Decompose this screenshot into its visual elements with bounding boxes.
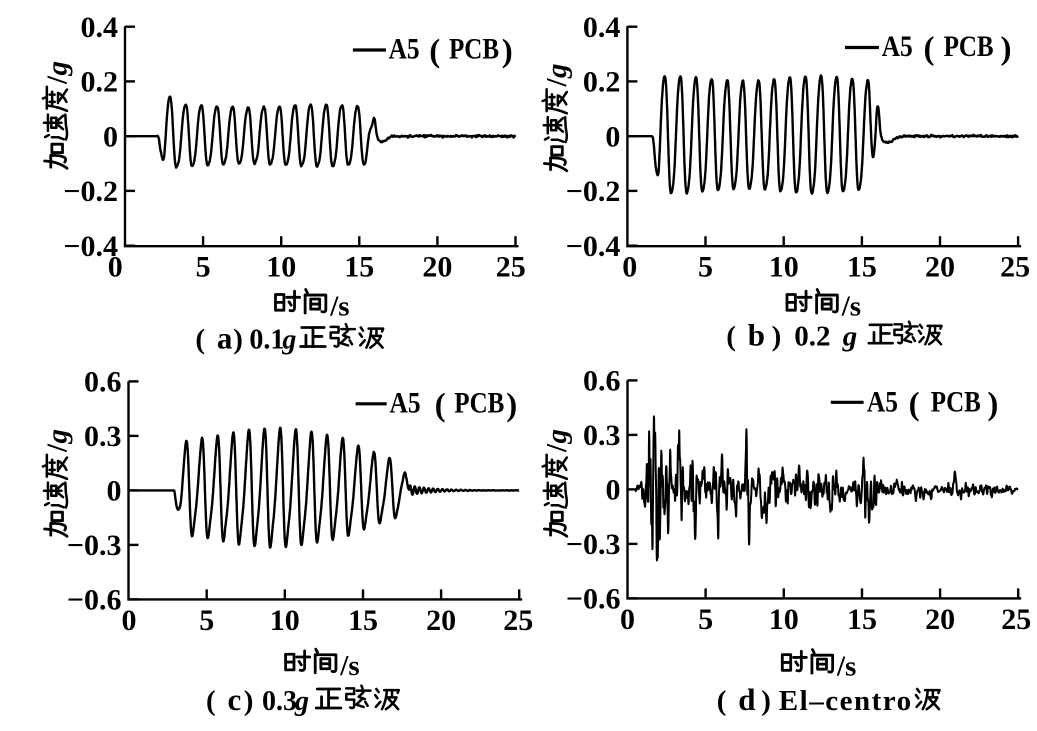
- svg-text:0: 0: [622, 251, 637, 284]
- svg-text:0: 0: [122, 604, 137, 637]
- svg-text:−0.2: −0.2: [63, 175, 118, 208]
- svg-text:(: (: [435, 388, 446, 424]
- svg-text:−0.3: −0.3: [566, 528, 621, 561]
- svg-text:0: 0: [103, 121, 118, 154]
- svg-text:/s: /s: [329, 291, 349, 323]
- svg-text:15: 15: [348, 604, 378, 637]
- svg-text:15: 15: [847, 603, 877, 636]
- svg-text:A5: A5: [389, 32, 420, 65]
- svg-text:0.2: 0.2: [794, 321, 830, 353]
- svg-text:−0.6: −0.6: [566, 583, 621, 616]
- svg-text:/: /: [541, 443, 573, 453]
- svg-text:0.3: 0.3: [262, 686, 297, 717]
- svg-text:20: 20: [422, 251, 452, 284]
- svg-text:0.2: 0.2: [583, 66, 621, 99]
- svg-text:A5: A5: [882, 30, 913, 63]
- svg-text:0: 0: [605, 121, 620, 154]
- svg-text:(: (: [924, 31, 935, 67]
- svg-text:): ): [502, 33, 513, 69]
- svg-text:0.2: 0.2: [81, 66, 119, 99]
- svg-text:a: a: [217, 321, 233, 356]
- svg-text:−0.6: −0.6: [67, 584, 122, 617]
- svg-text:A5: A5: [867, 386, 898, 419]
- svg-text:20: 20: [426, 604, 456, 637]
- svg-text:PCB: PCB: [931, 386, 981, 419]
- svg-text:0: 0: [108, 251, 123, 284]
- svg-text:15: 15: [344, 251, 374, 284]
- svg-text:0.3: 0.3: [84, 420, 122, 453]
- svg-text:(: (: [429, 33, 440, 69]
- svg-text:(: (: [726, 321, 736, 353]
- svg-text:PCB: PCB: [449, 32, 499, 65]
- svg-text:g: g: [41, 61, 73, 77]
- svg-text:10: 10: [769, 603, 799, 636]
- svg-text:0.3: 0.3: [583, 419, 621, 452]
- svg-text:0.4: 0.4: [583, 11, 621, 44]
- svg-text:g: g: [294, 686, 309, 717]
- svg-text:c: c: [228, 682, 242, 717]
- svg-text:10: 10: [266, 251, 296, 284]
- svg-text:/: /: [41, 443, 73, 453]
- svg-text:25: 25: [1001, 603, 1031, 636]
- svg-text:): ): [233, 324, 243, 356]
- svg-text:−0.4: −0.4: [63, 230, 118, 263]
- svg-text:10: 10: [270, 604, 300, 637]
- svg-text:0: 0: [107, 475, 122, 508]
- svg-text:(: (: [909, 387, 920, 423]
- svg-text:20: 20: [925, 251, 955, 284]
- svg-text:): ): [772, 321, 782, 353]
- svg-text:): ): [987, 387, 998, 423]
- svg-text:0.4: 0.4: [81, 11, 119, 44]
- svg-text:0.6: 0.6: [84, 366, 122, 399]
- svg-text:PCB: PCB: [944, 30, 994, 63]
- svg-text:/: /: [541, 78, 573, 88]
- svg-text:A5: A5: [390, 387, 421, 420]
- svg-text:(: (: [195, 324, 205, 356]
- svg-text:PCB: PCB: [454, 387, 504, 420]
- svg-text:/s: /s: [836, 651, 856, 683]
- svg-text:0.6: 0.6: [583, 365, 621, 398]
- svg-text:g: g: [41, 429, 73, 445]
- svg-text:d: d: [738, 682, 755, 717]
- svg-text:/: /: [41, 75, 73, 85]
- svg-text:(: (: [717, 685, 727, 717]
- svg-text:b: b: [748, 318, 765, 353]
- svg-text:5: 5: [698, 603, 713, 636]
- svg-text:0.1: 0.1: [249, 325, 284, 356]
- svg-text:15: 15: [847, 251, 877, 284]
- svg-text:): ): [506, 388, 517, 424]
- svg-text:g: g: [842, 321, 858, 353]
- svg-text:10: 10: [769, 251, 799, 284]
- svg-text:El–centro: El–centro: [779, 685, 913, 717]
- svg-text:): ): [1001, 31, 1012, 67]
- svg-text:0: 0: [620, 603, 635, 636]
- svg-text:): ): [244, 685, 254, 717]
- svg-text:/s: /s: [339, 650, 359, 682]
- svg-text:5: 5: [196, 251, 211, 284]
- svg-text:0: 0: [606, 474, 621, 507]
- svg-text:20: 20: [925, 603, 955, 636]
- svg-text:5: 5: [199, 604, 214, 637]
- svg-text:25: 25: [503, 604, 533, 637]
- svg-text:25: 25: [1000, 251, 1030, 284]
- svg-text:g: g: [281, 325, 296, 356]
- svg-text:/s: /s: [841, 291, 861, 323]
- svg-text:g: g: [541, 429, 573, 445]
- svg-text:): ): [761, 685, 771, 717]
- svg-text:g: g: [541, 64, 573, 80]
- svg-text:(: (: [206, 685, 216, 717]
- svg-text:5: 5: [698, 251, 713, 284]
- svg-text:−0.4: −0.4: [566, 230, 621, 263]
- svg-text:−0.3: −0.3: [67, 529, 122, 562]
- svg-text:−0.2: −0.2: [566, 175, 621, 208]
- svg-text:25: 25: [496, 251, 526, 284]
